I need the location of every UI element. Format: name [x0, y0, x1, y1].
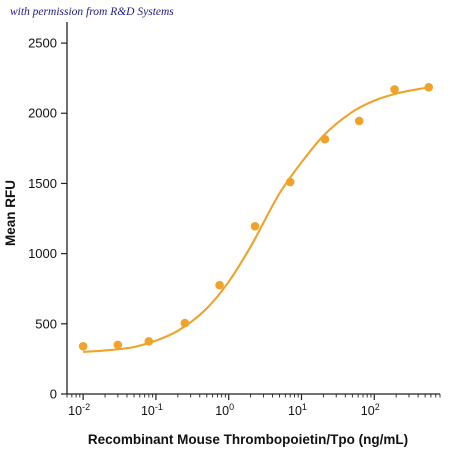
data-points — [78, 82, 434, 351]
data-point — [113, 340, 123, 350]
credit-text: with permission from R&D Systems — [10, 6, 174, 18]
x-tick-label: 101 — [288, 402, 307, 418]
data-point — [250, 221, 260, 231]
data-point — [285, 177, 295, 187]
y-tick-label: 1000 — [28, 246, 57, 261]
data-point — [215, 280, 224, 290]
y-tick-label: 2000 — [28, 106, 57, 121]
y-tick-label: 500 — [35, 316, 57, 331]
y-axis-label: Mean RFU — [3, 180, 18, 246]
data-point — [354, 116, 364, 126]
x-tick-label: 10-2 — [68, 402, 90, 418]
data-point — [320, 134, 330, 144]
data-point — [144, 337, 154, 346]
fit-curve-group — [83, 86, 429, 353]
y-tick-label: 0 — [50, 387, 57, 402]
x-axis-label: Recombinant Mouse Thrombopoietin/Tpo (ng… — [88, 432, 408, 447]
x-tick-label: 100 — [215, 402, 234, 418]
data-point — [180, 318, 190, 328]
fit-curve — [83, 86, 429, 353]
data-point — [78, 341, 88, 351]
x-tick-label: 102 — [361, 402, 380, 418]
axes: 0 500 1000 1500 2000 2500 10-2 10-1 100 101 102 — [28, 22, 441, 418]
y-tick-label: 1500 — [28, 176, 57, 191]
data-point — [424, 82, 434, 92]
x-tick-label: 10-1 — [141, 402, 163, 418]
y-tick-label: 2500 — [28, 36, 57, 51]
data-point — [390, 85, 399, 94]
